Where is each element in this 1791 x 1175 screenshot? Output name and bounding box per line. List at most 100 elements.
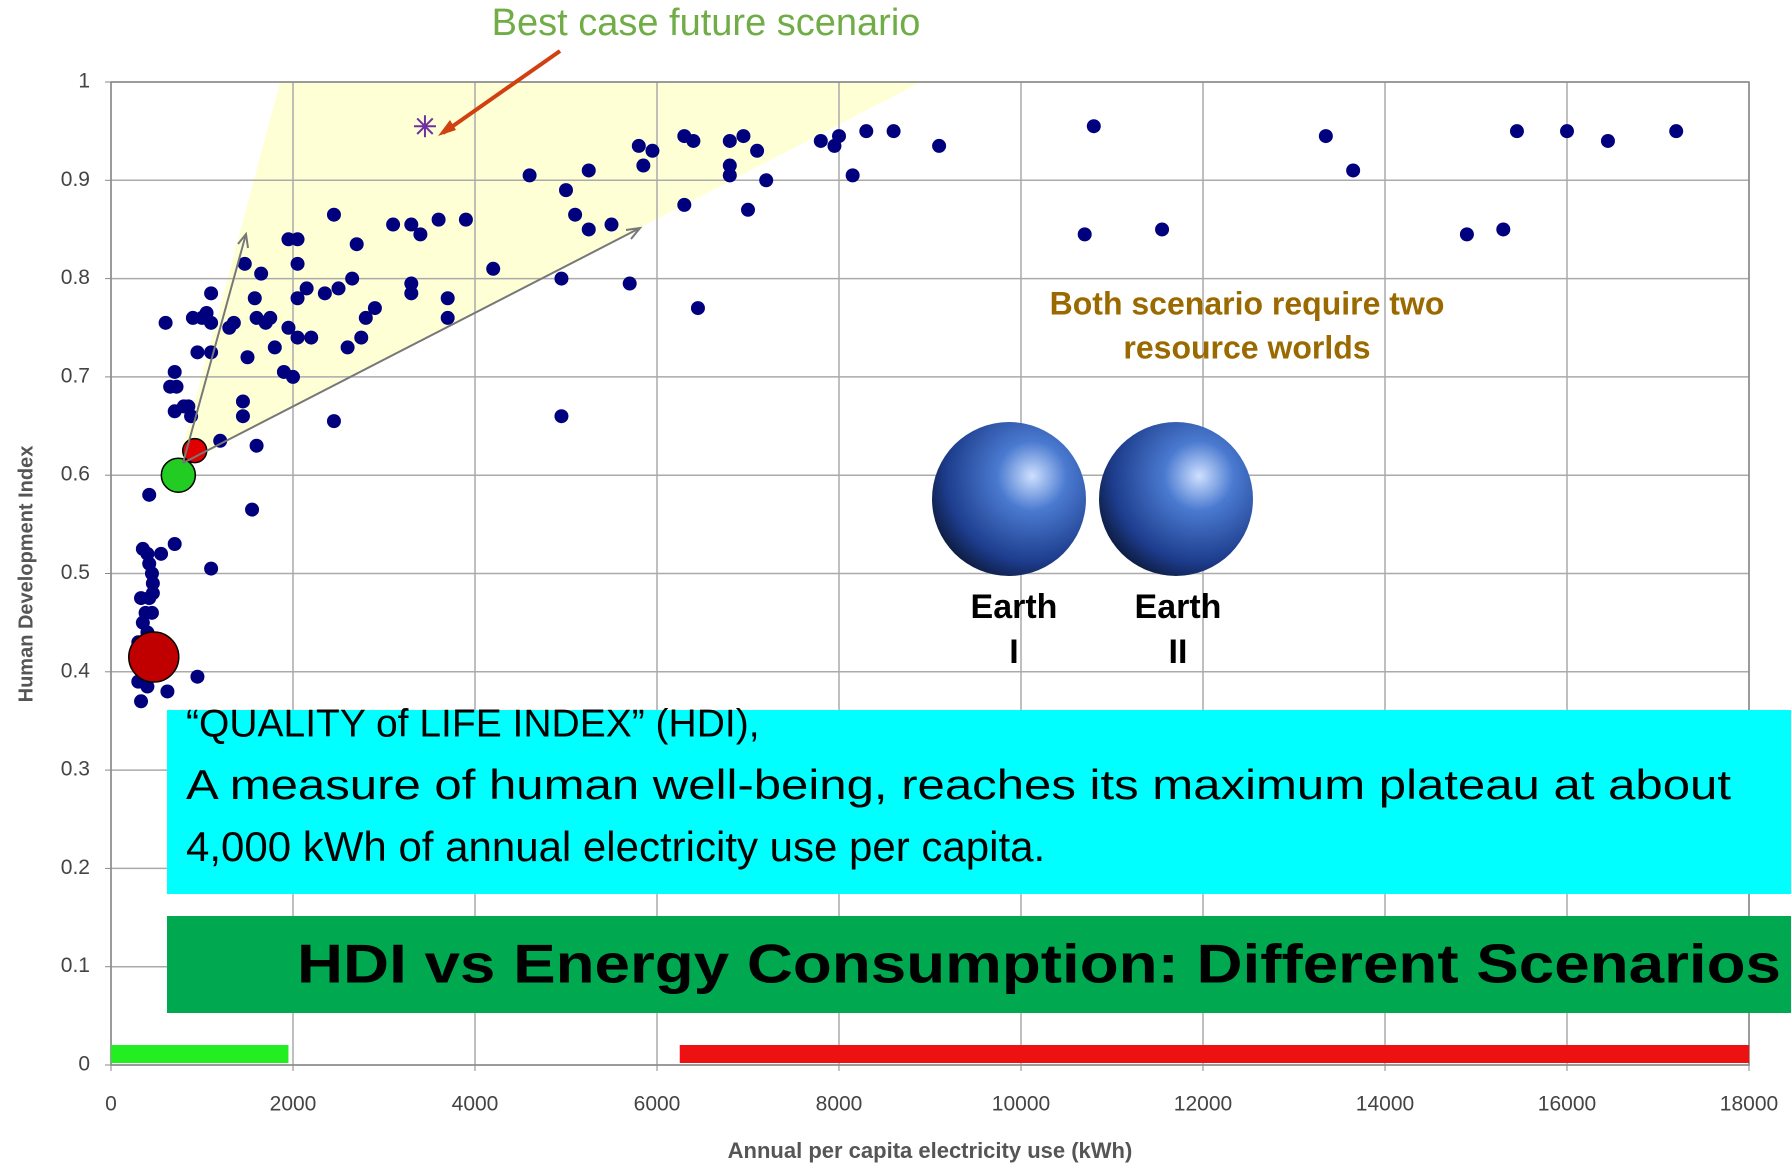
annotation: 4,000 kWh of annual electricity use per … [186, 823, 1045, 870]
y-axis-title: Human Development Index [15, 446, 37, 703]
point [236, 394, 250, 408]
point [645, 144, 659, 158]
x-tick-label: 8000 [816, 1093, 863, 1116]
point [291, 331, 305, 345]
point [432, 213, 446, 227]
point [750, 144, 764, 158]
point [368, 301, 382, 315]
point [204, 286, 218, 300]
point [832, 129, 846, 143]
point [1669, 124, 1683, 138]
y-tick-label: 0.9 [61, 168, 90, 191]
point [263, 311, 277, 325]
y-tick-label: 0.4 [61, 659, 91, 682]
point [327, 414, 341, 428]
point [386, 218, 400, 232]
point [677, 198, 691, 212]
point [413, 227, 427, 241]
point [227, 316, 241, 330]
annotation: Earth [971, 588, 1058, 626]
annotation: II [1169, 633, 1188, 671]
point [632, 139, 646, 153]
highlight-point [161, 458, 195, 492]
point [623, 277, 637, 291]
globe [932, 422, 1086, 576]
range-bar [680, 1045, 1749, 1063]
point [354, 331, 368, 345]
chart-title: HDI vs Energy Consumption: Different Sce… [297, 933, 1781, 995]
point [404, 286, 418, 300]
point [1510, 124, 1524, 138]
y-tick-label: 0.1 [61, 954, 90, 977]
annotation: I [1009, 633, 1018, 671]
x-axis-title: Annual per capita electricity use (kWh) [728, 1138, 1133, 1163]
point [523, 168, 537, 182]
point [142, 488, 156, 502]
point [254, 267, 268, 281]
point [1155, 222, 1169, 236]
point [327, 208, 341, 222]
point [736, 129, 750, 143]
y-tick-label: 0.2 [61, 856, 90, 879]
point [300, 281, 314, 295]
annotation: Earth [1135, 588, 1222, 626]
point [160, 684, 174, 698]
point [1601, 134, 1615, 148]
point [723, 168, 737, 182]
point [345, 272, 359, 286]
annotation: A measure of human well-being, reaches i… [186, 761, 1731, 808]
annotation: “QUALITY of LIFE INDEX” (HDI), [186, 702, 760, 745]
point [159, 316, 173, 330]
point [605, 218, 619, 232]
point [291, 232, 305, 246]
x-tick-label: 12000 [1174, 1093, 1232, 1116]
point [741, 203, 755, 217]
point [814, 134, 828, 148]
point [1319, 129, 1333, 143]
point [582, 163, 596, 177]
point [170, 380, 184, 394]
point [248, 291, 262, 305]
point [554, 272, 568, 286]
y-tick-label: 0.3 [61, 758, 90, 781]
point [554, 409, 568, 423]
point [268, 340, 282, 354]
x-tick-label: 2000 [270, 1093, 317, 1116]
point [241, 350, 255, 364]
x-tick-label: 16000 [1538, 1093, 1596, 1116]
x-tick-label: 10000 [992, 1093, 1050, 1116]
y-tick-label: 1 [78, 70, 90, 93]
x-tick-label: 4000 [452, 1093, 499, 1116]
y-tick-label: 0.7 [61, 364, 90, 387]
point [291, 257, 305, 271]
point [341, 340, 355, 354]
globe [1099, 422, 1253, 576]
x-tick-label: 0 [105, 1093, 117, 1116]
point [568, 208, 582, 222]
point [759, 173, 773, 187]
point [691, 301, 705, 315]
x-tick-label: 6000 [634, 1093, 681, 1116]
point [1496, 222, 1510, 236]
point [859, 124, 873, 138]
point [932, 139, 946, 153]
point [204, 562, 218, 576]
highlight-star [414, 115, 436, 137]
point [250, 439, 264, 453]
y-tick-label: 0 [78, 1053, 90, 1076]
point [887, 124, 901, 138]
point [636, 159, 650, 173]
point [142, 591, 156, 605]
point [318, 286, 332, 300]
point [134, 694, 148, 708]
point [154, 547, 168, 561]
point [459, 213, 473, 227]
point [1460, 227, 1474, 241]
point [1346, 163, 1360, 177]
point [286, 370, 300, 384]
range-bar [111, 1045, 288, 1063]
point [304, 331, 318, 345]
y-tick-label: 0.5 [61, 561, 90, 584]
point [350, 237, 364, 251]
point [1078, 227, 1092, 241]
